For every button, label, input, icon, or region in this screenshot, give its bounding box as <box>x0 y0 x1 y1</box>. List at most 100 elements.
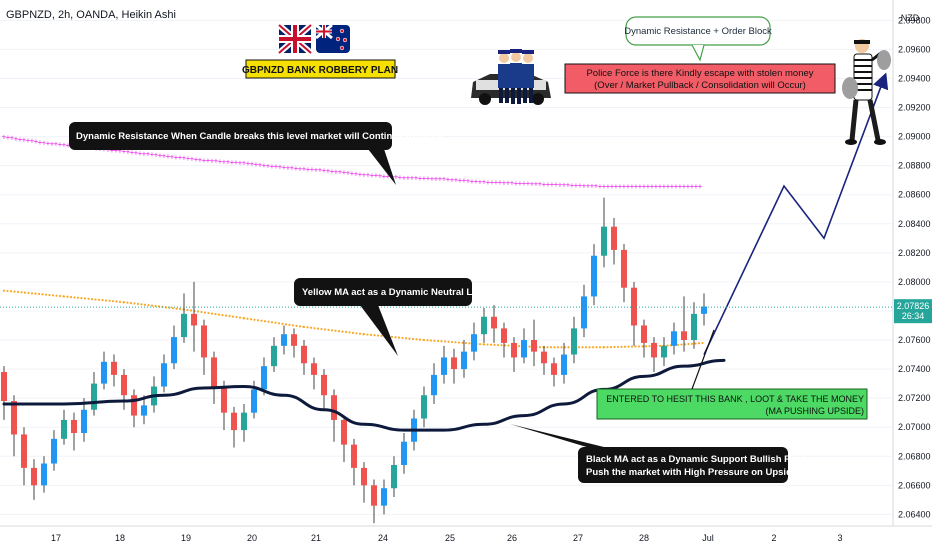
candle-body <box>81 409 87 434</box>
entry-box[interactable]: ENTERED TO HESIT THIS BANK , LOOT & TAKE… <box>596 388 868 420</box>
bar-countdown: 26:34 <box>902 311 925 321</box>
price-tick-label: 2.09000 <box>898 132 931 142</box>
bear-candle <box>121 369 127 410</box>
bear-candle <box>111 354 117 387</box>
bear-candle <box>311 357 317 390</box>
bull-candle <box>691 302 697 349</box>
yellow-ma-dot <box>122 301 126 304</box>
magenta-ma-marker: + <box>162 151 167 160</box>
yellow-ma-dot <box>270 321 274 324</box>
price-tick-label: 2.09200 <box>898 103 931 113</box>
yellow-ma-dot <box>577 346 581 349</box>
candle-body <box>601 226 607 256</box>
bear-candle <box>611 217 617 265</box>
yellow-ma-dot <box>20 291 23 294</box>
yellow-ma-dot <box>556 346 560 349</box>
candle-body <box>401 441 407 465</box>
yellow-ma-dot <box>140 303 143 306</box>
candle-body <box>121 374 127 396</box>
yellow-ma-callout[interactable]: Yellow MA act as a Dynamic Neutral Level <box>294 278 491 356</box>
price-axis[interactable]: 2.09800 2.09600 2.09400 2.09200 2.09000 2.088… <box>898 15 931 519</box>
magenta-ma-marker: + <box>306 165 311 174</box>
magenta-ma-marker: + <box>258 160 263 169</box>
yellow-ma-dot <box>486 343 489 346</box>
candle-body <box>191 313 197 326</box>
yellow-ma-dot <box>51 294 55 297</box>
yellow-ma-dot <box>253 318 256 321</box>
candle-body <box>641 325 647 343</box>
order-block-bubble[interactable]: Dynamic Resistance + Order Block <box>624 16 772 62</box>
magenta-ma-marker: + <box>414 174 419 183</box>
nz-flag-icon <box>315 23 350 53</box>
bull-candle <box>571 316 577 364</box>
price-tick-label: 2.08200 <box>898 248 931 258</box>
magenta-ma-marker: + <box>582 181 587 190</box>
magenta-ma-marker: + <box>630 182 635 191</box>
yellow-ma-dot <box>66 295 69 298</box>
magenta-ma-marker: + <box>606 182 611 191</box>
magenta-ma-marker: + <box>506 179 511 188</box>
yellow-ma-dot <box>178 307 182 311</box>
yellow-ma-dot <box>327 328 330 332</box>
bear-candle <box>641 319 647 358</box>
magenta-ma-marker: + <box>558 180 563 189</box>
bull-candle <box>141 395 147 425</box>
black-ma-text-line1: Black MA act as a Dynamic Support Bullis… <box>586 454 823 465</box>
magenta-ma-marker: + <box>690 182 695 191</box>
magenta-ma-marker: + <box>354 169 359 178</box>
yellow-ma-dot <box>496 343 500 347</box>
yellow-ma-dot <box>316 327 320 330</box>
bear-candle <box>351 438 357 486</box>
yellow-ma-dot <box>341 330 344 333</box>
bear-candle <box>71 412 77 451</box>
bull-candle <box>391 456 397 497</box>
magenta-ma-marker: + <box>2 133 7 142</box>
black-ma-callout[interactable]: Black MA act as a Dynamic Support Bullis… <box>510 424 823 483</box>
bear-candle <box>361 462 367 503</box>
candle-body <box>591 255 597 297</box>
candle-body <box>521 340 527 358</box>
magenta-ma-marker: + <box>186 154 191 163</box>
yellow-ma-dot <box>630 345 634 348</box>
candle-body <box>451 357 457 370</box>
magenta-ma-marker: + <box>482 178 487 187</box>
yellow-ma-dot <box>489 343 493 346</box>
yellow-ma-dot <box>41 293 44 296</box>
symbol-title: GBPNZD, 2h, OANDA, Heikin Ashi <box>6 9 176 21</box>
yellow-ma-dot <box>9 290 13 293</box>
candle-body <box>261 366 267 390</box>
yellow-ma-dot <box>309 326 313 329</box>
yellow-ma-dot <box>108 299 111 302</box>
dynamic-resistance-callout[interactable]: Dynamic Resistance When Candle breaks th… <box>69 122 446 185</box>
magenta-ma-marker: + <box>190 155 195 164</box>
price-tick-label: 2.07400 <box>898 364 931 374</box>
time-axis[interactable]: 17 18 19 20 21 24 25 26 27 28 Jul 2 3 <box>51 533 843 543</box>
magenta-ma-marker: + <box>526 179 531 188</box>
magenta-ma-marker: + <box>698 182 703 191</box>
magenta-ma-marker: + <box>610 182 615 191</box>
police-box[interactable]: Police Force is there Kindly escape with… <box>564 63 836 94</box>
magenta-ma-marker: + <box>566 181 571 190</box>
bear-candle <box>291 328 297 358</box>
time-tick-label: 20 <box>247 533 257 543</box>
yellow-ma-dot <box>133 302 136 305</box>
yellow-ma-dot <box>553 346 556 349</box>
yellow-ma-dot <box>76 296 80 299</box>
magenta-ma-marker: + <box>170 152 175 161</box>
yellow-ma-dot <box>358 332 362 335</box>
magenta-ma-marker: + <box>446 175 451 184</box>
magenta-ma-marker: + <box>194 155 199 164</box>
magenta-ma-marker: + <box>518 179 523 188</box>
candle-body <box>511 342 517 358</box>
price-tick-label: 2.08600 <box>898 190 931 200</box>
magenta-ma-marker: + <box>490 178 495 187</box>
candle-body <box>241 412 247 431</box>
yellow-ma-dot <box>267 320 270 323</box>
candle-body <box>341 419 347 445</box>
yellow-ma-dot <box>447 340 450 343</box>
magenta-ma-marker: + <box>454 176 459 185</box>
bull-candle <box>671 322 677 355</box>
yellow-ma-dot <box>277 322 281 325</box>
yellow-ma-dot <box>228 315 231 318</box>
